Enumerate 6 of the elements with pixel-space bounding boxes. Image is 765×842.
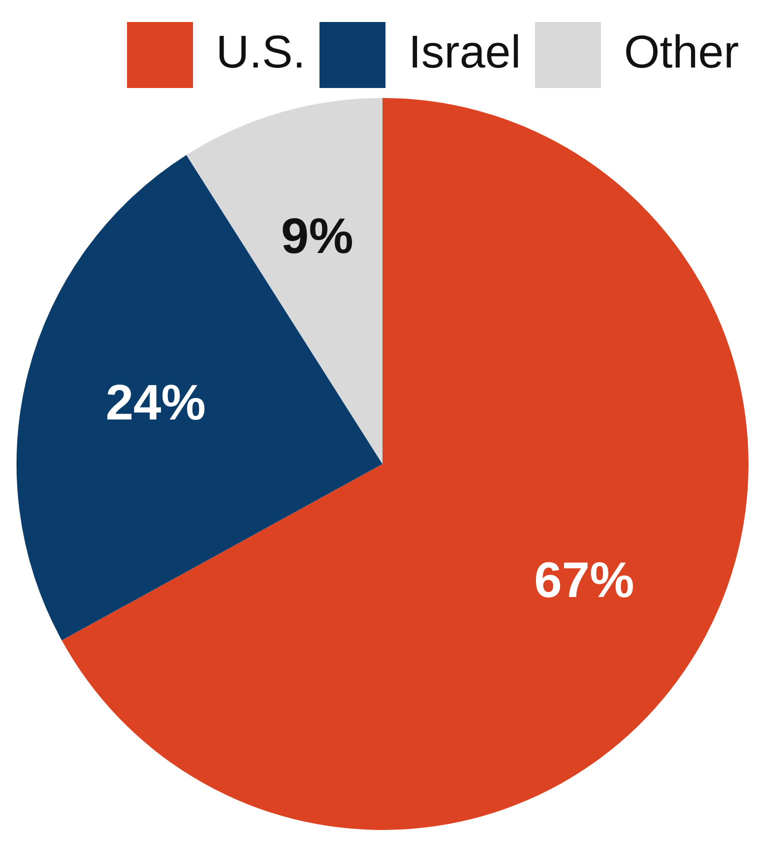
legend-label: Israel [408, 26, 521, 78]
data-label: 9% [281, 208, 354, 264]
legend-label: Other [624, 26, 739, 78]
data-label: 24% [106, 374, 206, 431]
data-label: 67% [534, 552, 634, 608]
legend-label: U.S. [216, 26, 306, 78]
